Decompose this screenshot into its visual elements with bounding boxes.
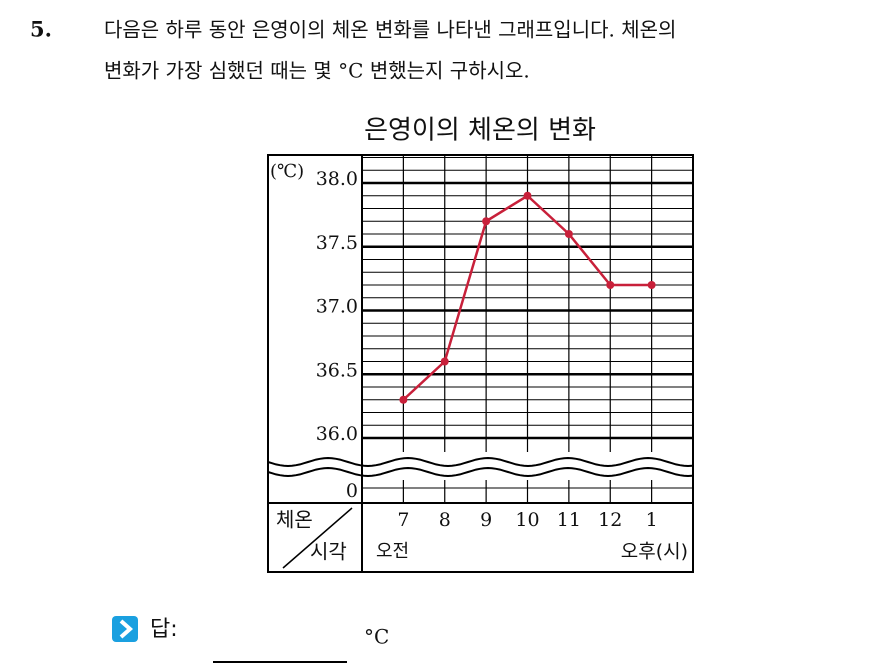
data-point	[606, 281, 615, 289]
corner-top: 체온	[276, 508, 313, 532]
answer-icon-chevron	[119, 619, 134, 639]
y-unit: (℃)	[270, 161, 304, 182]
chart-title: 은영이의 체온의 변화	[364, 116, 596, 146]
data-point	[523, 191, 532, 200]
origin-label: 0	[346, 480, 358, 502]
y-tick-label: 37.5	[316, 232, 358, 254]
x-tick-label: 1	[646, 509, 658, 531]
y-tick-label: 37.0	[316, 296, 358, 318]
data-point	[440, 357, 449, 366]
pm-label: 오후(시)	[621, 541, 688, 563]
question-text: 변화가 가장 심했던 때는 몇 °C 변했는지 구하시오.	[104, 59, 530, 83]
x-tick-label: 7	[397, 509, 409, 531]
x-tick-label: 11	[557, 509, 581, 531]
data-point	[482, 217, 491, 226]
x-tick-label: 9	[480, 509, 492, 531]
y-tick-label: 36.5	[316, 359, 358, 381]
x-tick-label: 12	[598, 509, 622, 531]
answer-icon	[112, 616, 138, 642]
corner-diagonal	[282, 507, 353, 569]
data-point	[647, 281, 656, 289]
am-label: 오전	[376, 541, 409, 562]
axis-break	[267, 466, 693, 478]
y-tick-label: 38.0	[316, 168, 358, 190]
answer-unit: °C	[364, 625, 389, 649]
x-tick-label: 10	[515, 509, 539, 531]
answer-label: 답:	[150, 617, 178, 642]
axis-break	[267, 456, 693, 468]
chart-frame	[267, 154, 694, 573]
y-tick-label: 36.0	[316, 423, 358, 445]
corner-bottom: 시각	[310, 540, 347, 564]
question-number: 5.	[30, 17, 52, 42]
question-text: 다음은 하루 동안 은영이의 체온 변화를 나타낸 그래프입니다. 체온의	[104, 18, 676, 42]
data-point	[399, 395, 408, 404]
data-point	[564, 230, 573, 238]
x-tick-label: 8	[439, 509, 451, 531]
